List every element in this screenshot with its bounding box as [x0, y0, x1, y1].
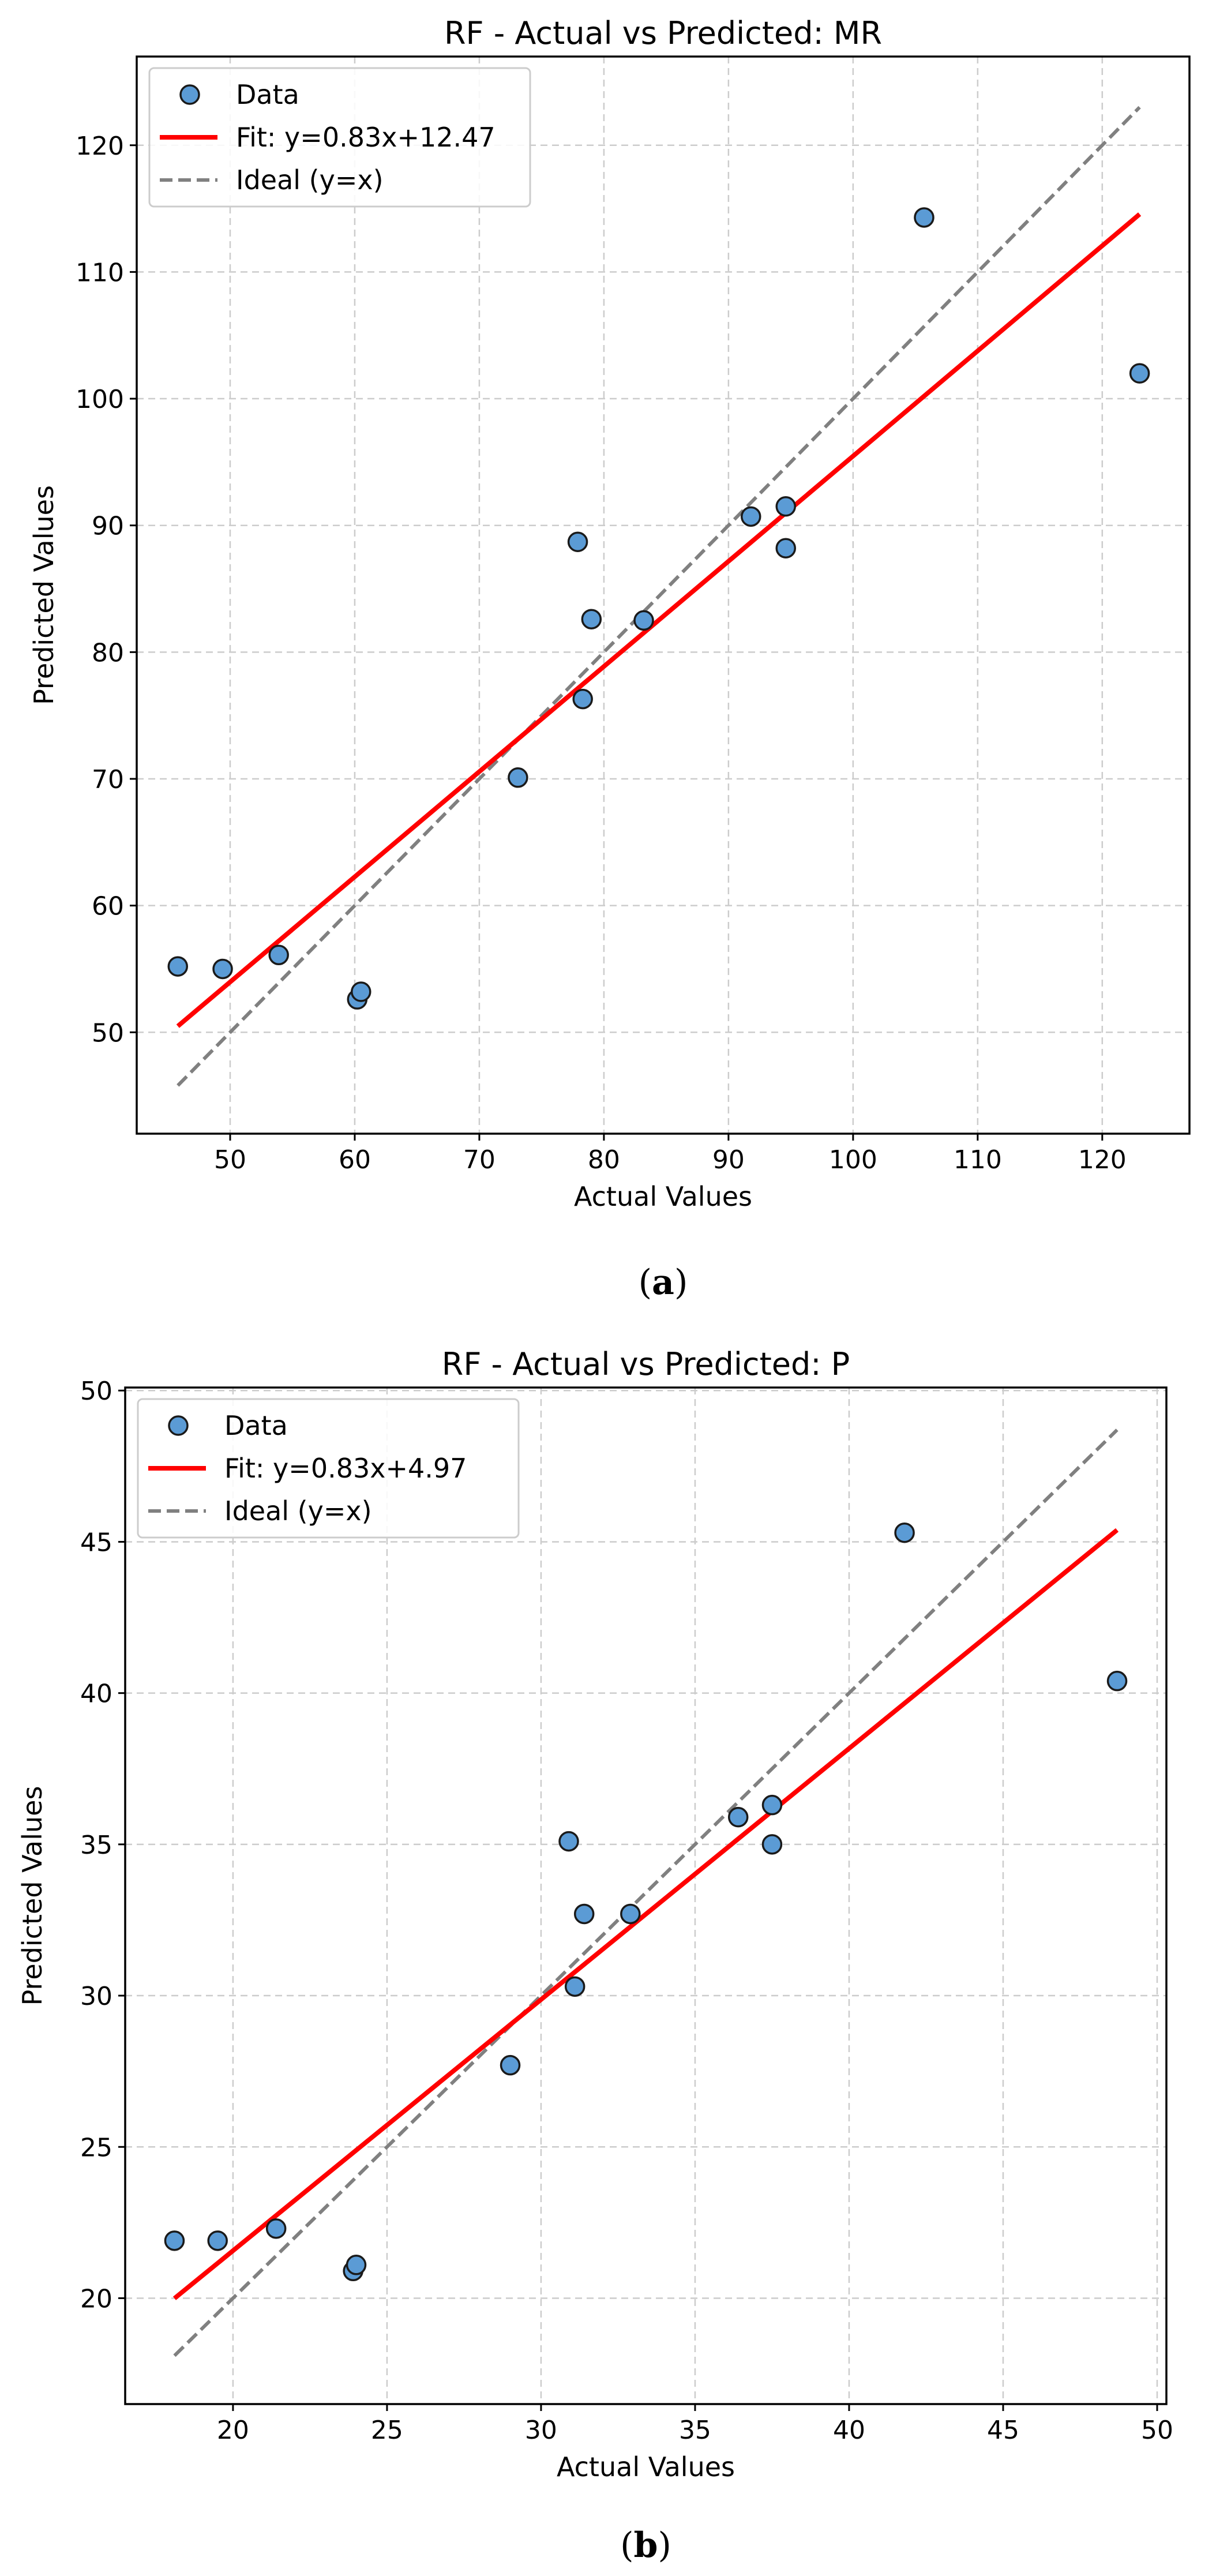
data-point-10: [633, 610, 654, 631]
data-point-8: [572, 688, 593, 710]
y-tick-label: 50: [80, 1377, 112, 1406]
axes-frame: [136, 55, 1191, 1135]
data-point-12: [761, 1794, 783, 1816]
y-tick-label: 120: [76, 132, 124, 161]
fit-line: [176, 212, 1142, 1028]
data-point-6: [508, 767, 528, 788]
legend-marker-data: [168, 1415, 189, 1436]
fit-line: [172, 1528, 1119, 2300]
data-point-2: [207, 2230, 228, 2251]
x-tick-label: 100: [829, 1145, 877, 1175]
x-tick-label: 60: [339, 1145, 371, 1175]
data-point-5: [351, 981, 371, 1002]
y-tick-label: 40: [80, 1679, 112, 1709]
legend-label-2: Fit: y=0.83x+12.47: [236, 122, 496, 153]
x-tick-label: 20: [217, 2416, 249, 2445]
x-tick-label: 35: [679, 2416, 711, 2445]
x-tick-label: 50: [1141, 2416, 1173, 2445]
x-tick-label: 110: [954, 1145, 1002, 1175]
data-point-12: [775, 496, 796, 517]
y-tick-label: 60: [92, 892, 124, 921]
y-axis-label: Predicted Values: [28, 485, 59, 705]
legend-box: [137, 1398, 520, 1539]
data-point-10: [620, 1903, 641, 1925]
panel-caption: (b): [620, 2525, 671, 2566]
data-point-11: [741, 506, 761, 527]
data-point-9: [573, 1903, 595, 1925]
panel-caption-letter: b: [634, 2525, 658, 2566]
x-axis-label: Actual Values: [574, 1181, 752, 1212]
x-tick-label: 120: [1078, 1145, 1127, 1175]
y-tick-label: 30: [80, 1982, 112, 2011]
y-tick-label: 50: [92, 1018, 124, 1048]
x-tick-label: 70: [463, 1145, 496, 1175]
chart-title: RF - Actual vs Predicted: P: [442, 1346, 850, 1382]
x-tick-label: 50: [214, 1145, 246, 1175]
x-axis-label: Actual Values: [557, 2451, 735, 2483]
data-point-6: [500, 2054, 521, 2076]
x-tick-label: 45: [987, 2416, 1019, 2445]
data-point-2: [212, 958, 233, 980]
data-point-1: [167, 956, 189, 977]
x-tick-label: 80: [588, 1145, 620, 1175]
y-tick-label: 35: [80, 1831, 112, 1860]
x-tick-label: 25: [371, 2416, 403, 2445]
data-point-14: [914, 207, 934, 228]
panel-caption-letter: a: [652, 1262, 674, 1303]
data-point-1: [164, 2230, 185, 2251]
data-point-11: [727, 1806, 749, 1828]
legend: Data Fit: y=0.83x+4.97 Ideal (y=x): [137, 1398, 520, 1539]
data-point-14: [894, 1522, 915, 1543]
data-point-3: [268, 944, 289, 966]
ideal-line: [177, 106, 1141, 1087]
y-tick-label: 90: [92, 512, 124, 541]
legend-box: [148, 67, 531, 208]
data-point-15: [1129, 363, 1150, 384]
data-point-15: [1106, 1670, 1128, 1692]
data-point-13: [775, 538, 796, 558]
ideal-line: [173, 1428, 1119, 2357]
y-tick-label: 45: [80, 1528, 112, 1557]
y-axis-label: Predicted Values: [17, 1786, 48, 2006]
data-point-7: [567, 531, 588, 552]
x-tick-label: 90: [712, 1145, 745, 1175]
y-tick-label: 80: [92, 638, 124, 668]
legend-label-3: Ideal (y=x): [236, 164, 384, 196]
axes-frame: [124, 1386, 1168, 2405]
x-tick-label: 40: [833, 2416, 865, 2445]
panel-caption: (a): [639, 1262, 688, 1303]
legend: Data Fit: y=0.83x+12.47 Ideal (y=x): [148, 67, 531, 208]
legend-label-3: Ideal (y=x): [224, 1495, 372, 1527]
y-tick-label: 110: [76, 258, 124, 287]
y-tick-label: 20: [80, 2284, 112, 2313]
chart-panel-2: 20 25 30 35 40 45 50 20 25 30 35 40 45 50 RF - Actual …: [17, 1346, 1173, 2566]
data-point-13: [761, 1834, 783, 1855]
chart-panel-1: 50 60 70 80 90 100 110 120 50 60 70 80 90 100 110 120 RF…: [28, 15, 1191, 1303]
data-point-9: [581, 609, 602, 629]
data-point-8: [564, 1976, 586, 1997]
y-tick-label: 25: [80, 2133, 112, 2162]
y-tick-label: 100: [76, 385, 124, 414]
data-point-5: [346, 2255, 367, 2275]
legend-label-1: Data: [236, 79, 299, 110]
data-point-7: [558, 1831, 579, 1852]
legend-label-2: Fit: y=0.83x+4.97: [224, 1453, 467, 1484]
plot-area: [137, 57, 1189, 1134]
y-tick-label: 70: [92, 765, 124, 794]
data-point-3: [265, 2218, 287, 2239]
chart-title: RF - Actual vs Predicted: MR: [444, 15, 882, 51]
x-tick-label: 30: [525, 2416, 557, 2445]
legend-marker-data: [179, 84, 200, 105]
legend-label-1: Data: [224, 1410, 288, 1441]
